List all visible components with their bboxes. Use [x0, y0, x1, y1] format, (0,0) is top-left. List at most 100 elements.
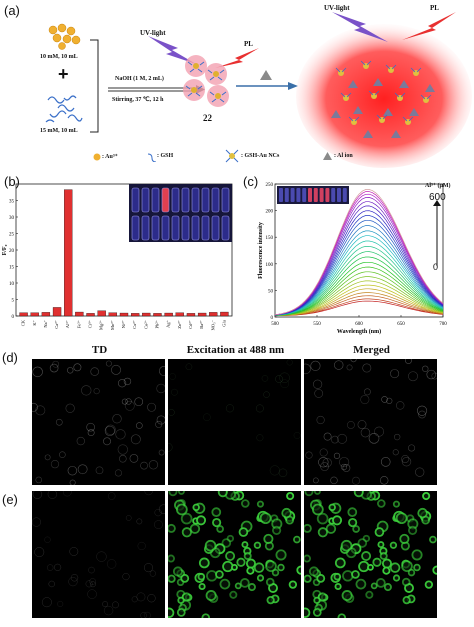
- x-tick-label: Al³⁺: [65, 319, 70, 328]
- cell: [238, 527, 249, 537]
- cell: [175, 503, 188, 516]
- cell: [374, 426, 385, 437]
- x-tick-label: 700: [439, 322, 447, 327]
- cell: [288, 580, 298, 589]
- bar: [64, 189, 73, 317]
- panel-a-label: (a): [4, 3, 20, 18]
- y-tick-label: 200: [266, 210, 274, 215]
- x-tick-label: Ca²⁺: [54, 319, 59, 328]
- cell: [231, 563, 238, 571]
- cell: [154, 520, 163, 530]
- y-tick-label: 25: [9, 233, 15, 238]
- spectrum-line: [274, 266, 444, 316]
- cell: [124, 400, 135, 411]
- uv-bolt-right-icon: [332, 12, 388, 42]
- cell: [121, 398, 128, 405]
- cell: [358, 560, 370, 573]
- cell: [305, 451, 313, 459]
- cell: [147, 402, 156, 412]
- cell: [337, 433, 348, 444]
- cell: [408, 444, 416, 452]
- cell: [106, 559, 117, 569]
- bar: [175, 312, 184, 317]
- cell: [304, 607, 311, 618]
- bar: [220, 311, 229, 317]
- cell: [57, 600, 64, 607]
- bar: [119, 312, 129, 317]
- vial: [313, 188, 318, 202]
- pl-bolt-right-icon: [402, 12, 456, 40]
- cell: [65, 403, 75, 413]
- x-tick-label: Cd²⁺: [188, 319, 193, 329]
- cell: [52, 360, 60, 368]
- bar: [86, 313, 95, 317]
- cell: [424, 580, 434, 589]
- cell: [131, 596, 138, 603]
- bar: [75, 311, 84, 317]
- cell: [261, 375, 269, 382]
- y-tick-label: 100: [266, 263, 274, 268]
- cell: [415, 467, 425, 477]
- cell: [168, 442, 173, 452]
- cell: [431, 372, 437, 380]
- y-tick-label: 5: [12, 299, 15, 304]
- cell: [35, 405, 46, 416]
- cell: [130, 434, 141, 445]
- vial: [308, 188, 312, 202]
- cell: [256, 500, 264, 508]
- cell: [332, 515, 343, 526]
- cell: [392, 574, 401, 582]
- cell: [266, 595, 275, 605]
- cell: [362, 363, 372, 373]
- cell: [229, 590, 238, 599]
- cell: [370, 582, 378, 590]
- cell: [34, 547, 45, 558]
- cell: [144, 491, 153, 496]
- cell: [312, 477, 319, 484]
- cell: [180, 512, 193, 525]
- cell: [379, 552, 388, 560]
- vial: [221, 215, 230, 241]
- cell: [381, 396, 388, 403]
- bar: [197, 312, 207, 317]
- spectrum-line: [274, 284, 444, 316]
- cell: [198, 582, 206, 591]
- cell: [115, 429, 126, 440]
- y-tick-label: 50: [268, 289, 274, 294]
- cell: [111, 364, 121, 375]
- spectrum-line: [274, 271, 444, 316]
- cell: [32, 366, 43, 378]
- cell: [401, 457, 412, 467]
- cell: [86, 422, 95, 432]
- spectrum-line: [274, 215, 444, 316]
- bar: [209, 312, 218, 317]
- spectrum-line: [274, 230, 444, 316]
- cell: [322, 458, 332, 468]
- y-tick-label: 30: [9, 216, 15, 221]
- cell: [140, 461, 148, 470]
- cell: [310, 360, 321, 371]
- cell: [334, 582, 342, 591]
- vial: [325, 188, 330, 202]
- cell: [263, 533, 274, 544]
- cell: [372, 557, 382, 567]
- cell: [255, 404, 264, 413]
- cell: [432, 565, 437, 575]
- vial: [302, 188, 307, 202]
- cell: [239, 578, 250, 588]
- cell: [313, 379, 323, 389]
- cell: [352, 476, 360, 485]
- cell: [293, 535, 301, 544]
- x-tick-label: 600: [355, 322, 363, 327]
- cell: [67, 465, 78, 476]
- cell: [168, 574, 176, 583]
- legend-nc: : GSH-Au NCs: [241, 153, 280, 159]
- cell: [367, 563, 374, 571]
- uv-bolt-left-icon: [148, 36, 196, 64]
- cell: [44, 536, 51, 543]
- cell: [401, 455, 410, 464]
- vial: [201, 187, 210, 213]
- cell: [411, 549, 423, 561]
- cell: [69, 547, 79, 556]
- cell: [389, 562, 401, 573]
